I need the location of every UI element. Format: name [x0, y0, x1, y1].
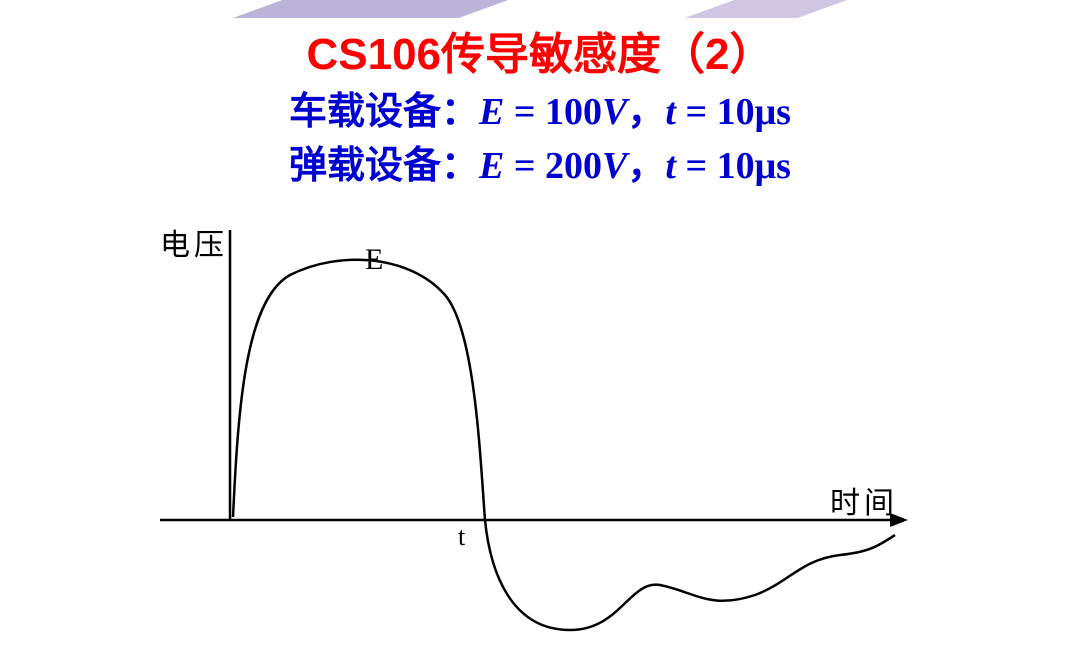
- voltage-time-chart: 电压 时间 E t: [150, 210, 950, 640]
- t-label: t: [458, 522, 465, 552]
- spec-line-vehicle: 车载设备：E = 100V，t = 10μs: [0, 80, 1080, 135]
- chart-svg: [150, 210, 950, 640]
- title-text: CS106传导敏感度（2）: [306, 30, 773, 79]
- spec2-label: 弹载设备：: [289, 145, 479, 187]
- page-title: CS106传导敏感度（2）: [0, 18, 1080, 82]
- spec1-sep: ，: [627, 91, 665, 133]
- spec2-t-eq: = 10μs: [676, 145, 791, 187]
- spec1-E-var: E: [479, 91, 504, 133]
- spec2-t-var: t: [665, 145, 676, 187]
- spec2-E-unit: V: [602, 145, 627, 187]
- decorative-top-stripe: [0, 0, 1080, 18]
- spec-line-missile: 弹载设备：E = 200V，t = 10μs: [0, 134, 1080, 189]
- spec1-t-var: t: [665, 91, 676, 133]
- spec1-E-eq: = 100: [504, 91, 602, 133]
- spec2-E-var: E: [479, 145, 504, 187]
- x-axis-label: 时间: [830, 478, 898, 522]
- spec1-E-unit: V: [602, 91, 627, 133]
- spec2-E-eq: = 200: [504, 145, 602, 187]
- spec2-sep: ，: [627, 145, 665, 187]
- y-axis-label: 电压: [160, 220, 228, 264]
- waveform-curve: [233, 260, 895, 630]
- spec1-label: 车载设备：: [289, 91, 479, 133]
- spec1-t-eq: = 10μs: [676, 91, 791, 133]
- peak-label: E: [365, 243, 383, 277]
